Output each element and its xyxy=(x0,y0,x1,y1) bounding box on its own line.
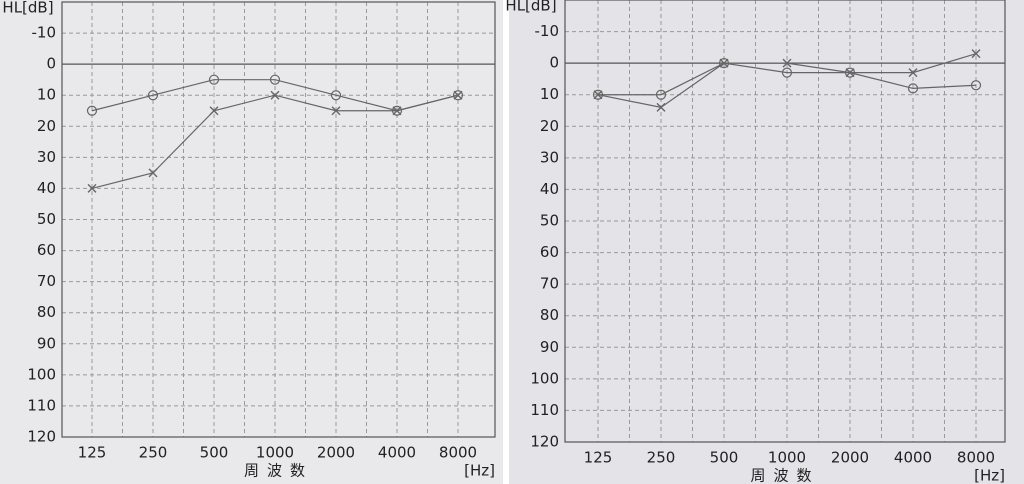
y-axis-label: HL[dB] xyxy=(505,0,556,15)
circle-marker xyxy=(781,67,793,78)
x-tick-label: 1000 xyxy=(256,444,294,462)
y-tick-label: 30 xyxy=(37,148,56,166)
y-tick-label: 80 xyxy=(540,306,559,324)
panel-gap xyxy=(503,0,509,484)
circle-marker xyxy=(330,90,342,101)
x-tick-label: 125 xyxy=(584,449,613,467)
y-tick-label: 50 xyxy=(37,210,56,228)
cross-marker xyxy=(148,168,158,178)
y-tick-label: 120 xyxy=(27,428,56,446)
y-tick-label: 70 xyxy=(540,275,559,293)
x-tick-label: 250 xyxy=(647,449,676,467)
cross-marker xyxy=(87,183,97,193)
cross-marker xyxy=(453,90,463,100)
y-tick-label: 10 xyxy=(540,85,559,103)
y-tick-label: 20 xyxy=(540,117,559,135)
cross-marker xyxy=(392,106,402,116)
x-tick-label: 1000 xyxy=(768,449,806,467)
x-tick-label: 4000 xyxy=(894,449,932,467)
cross-marker xyxy=(845,68,855,78)
x-tick-label: 125 xyxy=(78,444,107,462)
y-tick-label: 0 xyxy=(46,55,56,73)
y-tick-label: 40 xyxy=(37,179,56,197)
y-tick-label: 60 xyxy=(540,243,559,261)
y-tick-label: 100 xyxy=(27,365,56,383)
cross-marker xyxy=(209,106,219,116)
x-axis-unit: [Hz] xyxy=(464,462,495,480)
x-axis-label: 周波数 xyxy=(750,467,819,484)
circle-marker xyxy=(655,89,667,100)
panel-bg xyxy=(0,0,502,484)
x-tick-label: 250 xyxy=(139,444,168,462)
y-tick-label: 0 xyxy=(549,54,559,72)
x-tick-label: 2000 xyxy=(317,444,355,462)
x-axis-label: 周波数 xyxy=(244,462,313,480)
circle-marker xyxy=(269,74,281,85)
cross-marker xyxy=(593,90,603,100)
circle-marker xyxy=(86,105,98,116)
cross-marker xyxy=(782,58,792,68)
x-tick-label: 2000 xyxy=(831,449,869,467)
cross-marker xyxy=(270,90,280,100)
plot-frame xyxy=(564,0,1006,443)
y-tick-label: 100 xyxy=(530,369,559,387)
circle-marker xyxy=(907,83,919,94)
x-tick-label: 8000 xyxy=(439,444,477,462)
x-tick-label: 8000 xyxy=(957,449,995,467)
y-tick-label: -10 xyxy=(535,22,560,40)
y-axis-label: HL[dB] xyxy=(2,0,53,17)
x-axis-unit: [Hz] xyxy=(974,467,1005,484)
y-tick-label: 40 xyxy=(540,180,559,198)
panel-bg xyxy=(509,0,1024,484)
circle-marker xyxy=(208,74,220,85)
y-tick-label: -10 xyxy=(32,24,57,42)
circle-marker xyxy=(592,89,604,100)
y-tick-label: 10 xyxy=(37,86,56,104)
x-tick-label: 500 xyxy=(200,444,229,462)
cross-marker xyxy=(656,102,666,112)
cross-marker xyxy=(331,106,341,116)
y-tick-label: 50 xyxy=(540,212,559,230)
series-line xyxy=(598,62,977,96)
plot-frame xyxy=(61,1,496,438)
y-tick-label: 110 xyxy=(27,396,56,414)
y-tick-label: 70 xyxy=(37,272,56,290)
cross-marker xyxy=(719,58,729,68)
y-tick-label: 90 xyxy=(37,334,56,352)
y-tick-label: 80 xyxy=(37,303,56,321)
circle-marker xyxy=(147,90,159,101)
y-tick-label: 60 xyxy=(37,241,56,259)
y-tick-label: 30 xyxy=(540,148,559,166)
y-tick-label: 110 xyxy=(530,401,559,419)
y-tick-label: 20 xyxy=(37,117,56,135)
x-tick-label: 4000 xyxy=(378,444,416,462)
x-tick-label: 500 xyxy=(710,449,739,467)
y-tick-label: 120 xyxy=(530,433,559,451)
cross-marker xyxy=(908,68,918,78)
y-tick-label: 90 xyxy=(540,338,559,356)
cross-marker xyxy=(971,49,981,59)
circle-marker xyxy=(970,80,982,91)
circle-marker xyxy=(452,90,464,101)
